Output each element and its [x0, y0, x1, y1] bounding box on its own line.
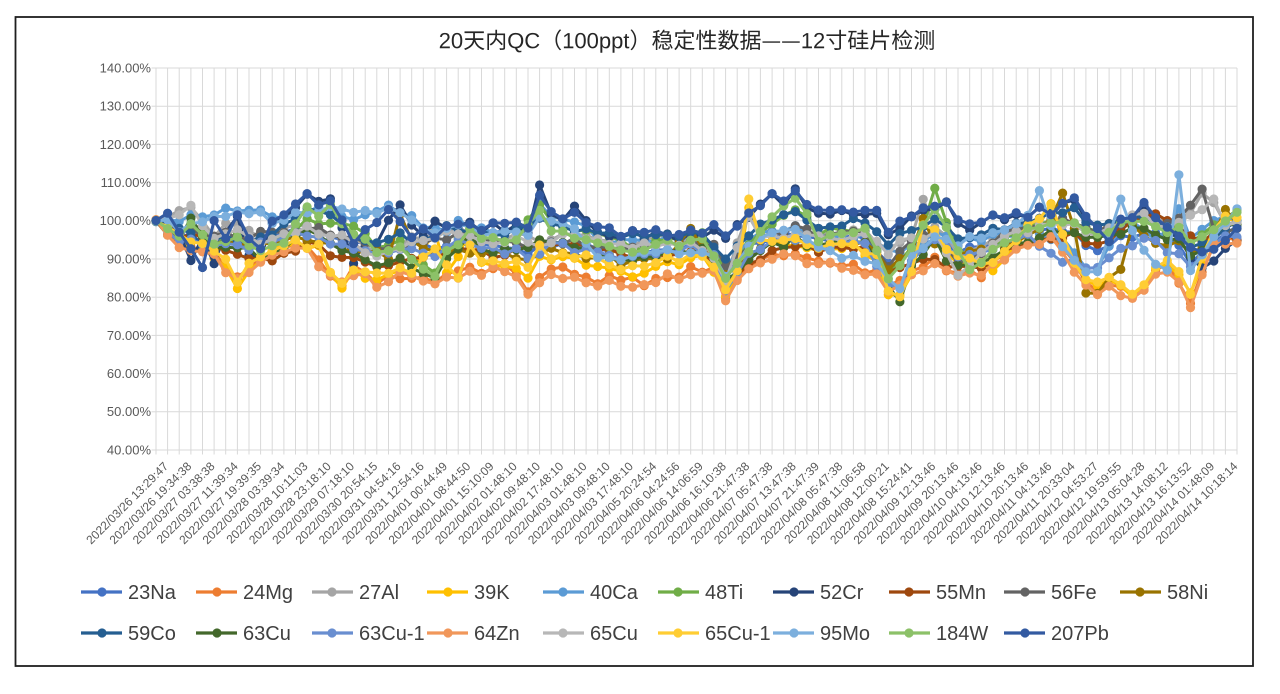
svg-text:140.00%: 140.00%	[100, 60, 152, 75]
svg-text:65Cu: 65Cu	[590, 623, 638, 645]
svg-text:80.00%: 80.00%	[107, 290, 152, 305]
svg-text:48Ti: 48Ti	[705, 582, 743, 604]
svg-text:63Cu-1: 63Cu-1	[359, 623, 425, 645]
svg-text:120.00%: 120.00%	[100, 137, 152, 152]
svg-text:40.00%: 40.00%	[107, 442, 152, 457]
svg-text:95Mo: 95Mo	[820, 623, 870, 645]
svg-text:27Al: 27Al	[359, 582, 399, 604]
svg-text:130.00%: 130.00%	[100, 99, 152, 114]
svg-text:59Co: 59Co	[128, 623, 176, 645]
svg-text:23Na: 23Na	[128, 582, 177, 604]
svg-text:60.00%: 60.00%	[107, 366, 152, 381]
svg-text:24Mg: 24Mg	[243, 582, 293, 604]
svg-text:90.00%: 90.00%	[107, 251, 152, 266]
svg-text:207Pb: 207Pb	[1051, 623, 1109, 645]
svg-text:65Cu-1: 65Cu-1	[705, 623, 771, 645]
svg-text:39K: 39K	[474, 582, 510, 604]
svg-text:70.00%: 70.00%	[107, 328, 152, 343]
svg-text:63Cu: 63Cu	[243, 623, 291, 645]
svg-text:184W: 184W	[936, 623, 988, 645]
svg-text:56Fe: 56Fe	[1051, 582, 1097, 604]
svg-text:52Cr: 52Cr	[820, 582, 864, 604]
svg-text:110.00%: 110.00%	[101, 175, 152, 190]
svg-text:40Ca: 40Ca	[590, 582, 639, 604]
svg-text:55Mn: 55Mn	[936, 582, 986, 604]
svg-text:50.00%: 50.00%	[107, 404, 152, 419]
svg-text:100.00%: 100.00%	[100, 213, 152, 228]
svg-text:58Ni: 58Ni	[1167, 582, 1208, 604]
svg-text:64Zn: 64Zn	[474, 623, 520, 645]
